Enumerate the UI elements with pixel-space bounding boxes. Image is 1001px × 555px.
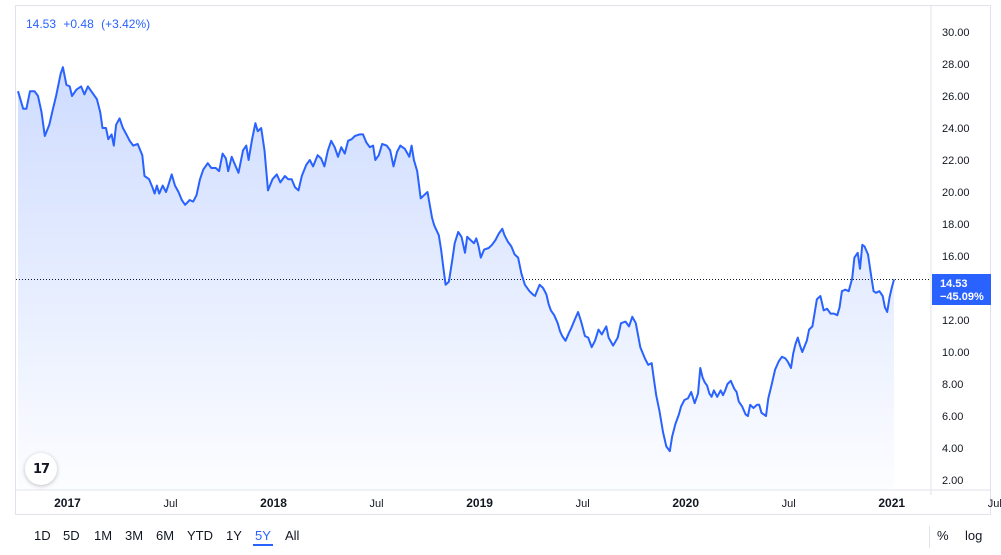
y-tick-label: 30.00 <box>942 27 970 39</box>
y-tick-label: 10.00 <box>942 347 970 359</box>
price-line <box>17 66 895 453</box>
y-tick-label: 24.00 <box>942 123 970 135</box>
x-tick-label: 2020 <box>672 496 699 510</box>
range-button-1m[interactable]: 1M <box>94 528 113 543</box>
y-axis: 30.00 28.00 26.00 24.00 22.00 20.00 18.00 16.00… <box>942 27 970 487</box>
toolbar-divider <box>929 526 930 548</box>
range-button-5d[interactable]: 5D <box>63 528 80 543</box>
range-button-ytd[interactable]: YTD <box>187 528 213 543</box>
last-price-tag: 14.53 −45.09% <box>932 274 991 305</box>
range-button-6m[interactable]: 6M <box>156 528 175 543</box>
percent-scale-button[interactable]: % <box>937 528 949 543</box>
y-tick-label: 18.00 <box>942 219 970 231</box>
x-tick-label: Jul <box>163 498 177 510</box>
y-tick-label: 12.00 <box>942 315 970 327</box>
y-tick-label: 20.00 <box>942 187 970 199</box>
quote-price: 14.53 <box>26 17 57 31</box>
range-button-3m[interactable]: 3M <box>125 528 144 543</box>
price-chart[interactable]: 30.00 28.00 26.00 24.00 22.00 20.00 18.00 16.00… <box>0 0 1001 520</box>
y-tick-label: 2.00 <box>942 475 963 487</box>
quote-change-pct: (+3.42%) <box>101 17 151 31</box>
range-button-all[interactable]: All <box>285 528 300 543</box>
y-tick-label: 28.00 <box>942 59 970 71</box>
x-tick-label: 2019 <box>466 496 493 510</box>
x-tick-label: Jul <box>370 498 384 510</box>
quote-legend: 14.53 +0.48 (+3.42%) <box>26 17 154 31</box>
x-tick-label: Jul <box>576 498 590 510</box>
log-scale-button[interactable]: log <box>965 528 983 543</box>
last-price-value: 14.53 <box>940 278 968 290</box>
range-button-5y[interactable]: 5Y <box>253 528 273 546</box>
x-tick-label: 2021 <box>878 496 905 510</box>
x-tick-label: 2017 <box>54 496 81 510</box>
last-price-tag-bg <box>932 274 991 305</box>
last-price-change-pct: −45.09% <box>940 291 984 303</box>
range-button-1y[interactable]: 1Y <box>226 528 242 543</box>
x-tick-label: Jul <box>988 498 1001 510</box>
price-area-fill <box>18 67 894 489</box>
y-tick-label: 26.00 <box>942 91 970 103</box>
quote-change: +0.48 <box>63 17 94 31</box>
x-tick-label: Jul <box>782 498 796 510</box>
chart-frame <box>15 5 991 515</box>
y-tick-label: 8.00 <box>942 379 963 391</box>
y-tick-label: 4.00 <box>942 443 963 455</box>
range-toolbar: 1D 5D 1M 3M 6M YTD 1Y 5Y All % log <box>15 524 991 550</box>
x-axis: 2017 Jul 2018 Jul 2019 Jul 2020 Jul 2021 Jul <box>54 496 1001 510</box>
range-button-1d[interactable]: 1D <box>34 528 51 543</box>
y-tick-label: 22.00 <box>942 155 970 167</box>
y-tick-label: 16.00 <box>942 251 970 263</box>
tradingview-logo-icon[interactable]: 17 <box>25 453 57 485</box>
x-tick-label: 2018 <box>260 496 287 510</box>
y-tick-label: 6.00 <box>942 411 963 423</box>
